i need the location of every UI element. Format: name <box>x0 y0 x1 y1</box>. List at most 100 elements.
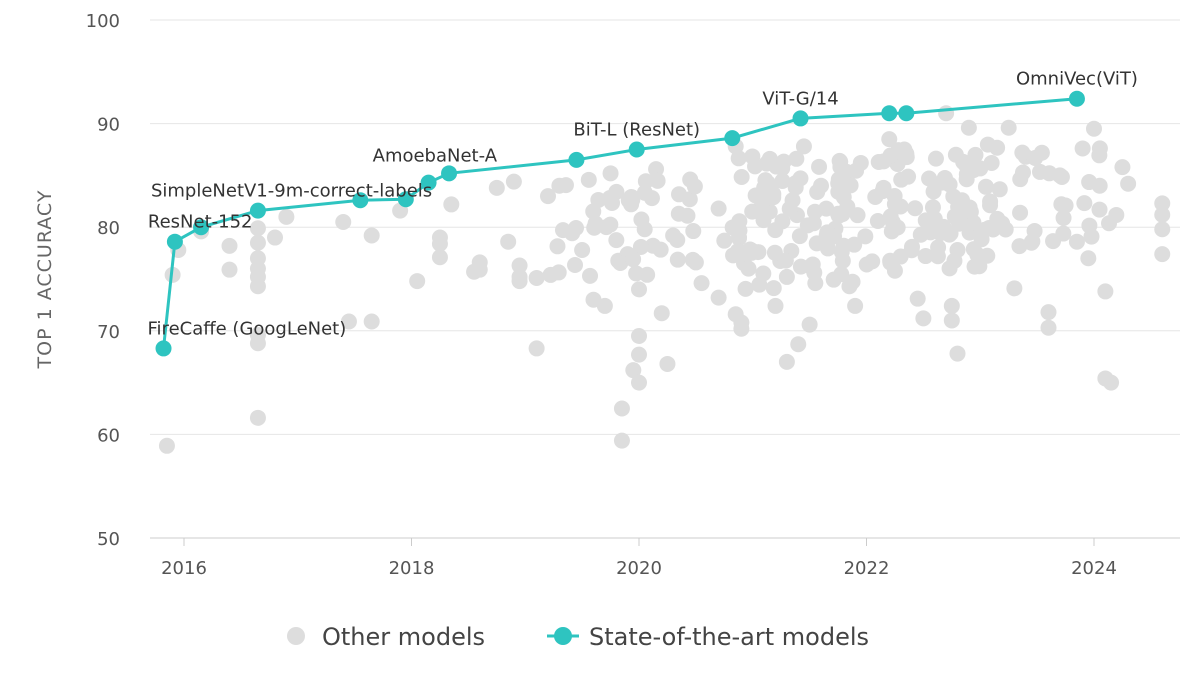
other-model-point[interactable] <box>613 432 630 449</box>
other-model-point[interactable] <box>921 170 938 187</box>
other-model-point[interactable] <box>938 105 955 122</box>
other-model-point[interactable] <box>857 228 874 245</box>
sota-point[interactable] <box>898 105 915 122</box>
other-model-point[interactable] <box>965 162 982 179</box>
other-model-point[interactable] <box>917 248 934 265</box>
other-model-point[interactable] <box>249 250 266 267</box>
other-model-point[interactable] <box>602 165 619 182</box>
other-model-point[interactable] <box>158 437 175 454</box>
other-model-point[interactable] <box>1011 238 1028 255</box>
other-model-point[interactable] <box>1074 140 1091 157</box>
other-model-point[interactable] <box>679 207 696 224</box>
other-model-point[interactable] <box>500 233 517 250</box>
other-model-point[interactable] <box>471 254 488 271</box>
other-model-point[interactable] <box>795 138 812 155</box>
other-model-point[interactable] <box>632 238 649 255</box>
sota-point[interactable] <box>397 191 414 208</box>
sota-point[interactable] <box>155 340 172 357</box>
sota-point[interactable] <box>628 141 645 158</box>
other-model-point[interactable] <box>819 224 836 241</box>
other-model-point[interactable] <box>1000 119 1017 136</box>
other-model-point[interactable] <box>540 188 556 205</box>
other-model-point[interactable] <box>631 327 647 344</box>
other-model-point[interactable] <box>612 254 629 271</box>
other-model-point[interactable] <box>684 251 701 268</box>
other-model-point[interactable] <box>781 200 798 217</box>
other-model-point[interactable] <box>582 267 599 284</box>
other-model-point[interactable] <box>249 234 266 251</box>
other-model-point[interactable] <box>943 312 960 329</box>
other-model-point[interactable] <box>915 310 932 327</box>
other-model-point[interactable] <box>941 176 958 193</box>
other-model-point[interactable] <box>267 229 283 246</box>
other-model-point[interactable] <box>831 152 848 169</box>
other-model-point[interactable] <box>625 362 642 379</box>
other-model-point[interactable] <box>221 237 238 254</box>
other-model-point[interactable] <box>1091 201 1108 218</box>
other-model-point[interactable] <box>639 266 656 283</box>
other-model-point[interactable] <box>1053 196 1070 213</box>
other-model-point[interactable] <box>875 153 892 170</box>
other-model-point[interactable] <box>1091 140 1108 157</box>
other-model-point[interactable] <box>869 212 886 229</box>
other-model-point[interactable] <box>941 260 958 277</box>
other-model-point[interactable] <box>580 171 597 188</box>
other-model-point[interactable] <box>1097 283 1114 300</box>
other-model-point[interactable] <box>443 196 460 213</box>
sota-point[interactable] <box>249 202 266 219</box>
other-model-point[interactable] <box>625 251 642 268</box>
other-model-point[interactable] <box>1154 195 1171 212</box>
other-model-point[interactable] <box>648 161 665 178</box>
other-model-point[interactable] <box>685 223 702 240</box>
other-model-point[interactable] <box>774 172 791 189</box>
other-model-point[interactable] <box>766 244 783 261</box>
other-model-point[interactable] <box>806 203 823 220</box>
other-model-point[interactable] <box>613 400 630 417</box>
other-model-point[interactable] <box>636 184 653 201</box>
other-model-point[interactable] <box>805 215 822 232</box>
other-model-point[interactable] <box>907 200 924 217</box>
other-model-point[interactable] <box>505 173 522 190</box>
other-model-point[interactable] <box>1086 120 1102 137</box>
other-model-point[interactable] <box>710 289 727 306</box>
other-model-point[interactable] <box>733 168 750 185</box>
other-model-point[interactable] <box>730 150 747 167</box>
other-model-point[interactable] <box>637 173 654 190</box>
other-model-point[interactable] <box>858 256 875 273</box>
other-model-point[interactable] <box>554 222 571 239</box>
other-model-point[interactable] <box>767 297 784 314</box>
other-model-point[interactable] <box>631 374 647 391</box>
other-model-point[interactable] <box>1055 209 1072 226</box>
other-model-point[interactable] <box>839 198 856 215</box>
other-model-point[interactable] <box>819 240 836 257</box>
other-model-point[interactable] <box>848 162 865 179</box>
other-model-point[interactable] <box>585 203 602 220</box>
other-model-point[interactable] <box>765 280 782 297</box>
other-model-point[interactable] <box>1024 233 1041 250</box>
other-model-point[interactable] <box>883 223 900 240</box>
other-model-point[interactable] <box>249 409 266 426</box>
other-model-point[interactable] <box>1041 165 1058 182</box>
legend-item-sota[interactable]: State-of-the-art models <box>547 623 869 651</box>
other-model-point[interactable] <box>1040 319 1057 336</box>
other-model-point[interactable] <box>567 257 584 274</box>
other-model-point[interactable] <box>335 214 352 231</box>
other-model-point[interactable] <box>982 197 999 214</box>
other-model-point[interactable] <box>1076 195 1093 212</box>
other-model-point[interactable] <box>755 265 772 282</box>
other-model-point[interactable] <box>669 232 686 249</box>
other-model-point[interactable] <box>528 340 545 357</box>
legend-item-other[interactable]: Other models <box>287 623 485 651</box>
other-model-point[interactable] <box>947 146 964 163</box>
other-model-point[interactable] <box>788 150 805 167</box>
other-model-point[interactable] <box>624 191 641 208</box>
other-model-point[interactable] <box>747 158 764 175</box>
other-model-point[interactable] <box>778 353 795 370</box>
other-model-point[interactable] <box>511 268 528 285</box>
other-model-point[interactable] <box>890 142 907 159</box>
other-model-point[interactable] <box>971 258 988 275</box>
other-model-point[interactable] <box>596 297 613 314</box>
other-model-point[interactable] <box>743 244 760 261</box>
other-model-point[interactable] <box>787 175 804 192</box>
other-model-point[interactable] <box>952 213 969 230</box>
